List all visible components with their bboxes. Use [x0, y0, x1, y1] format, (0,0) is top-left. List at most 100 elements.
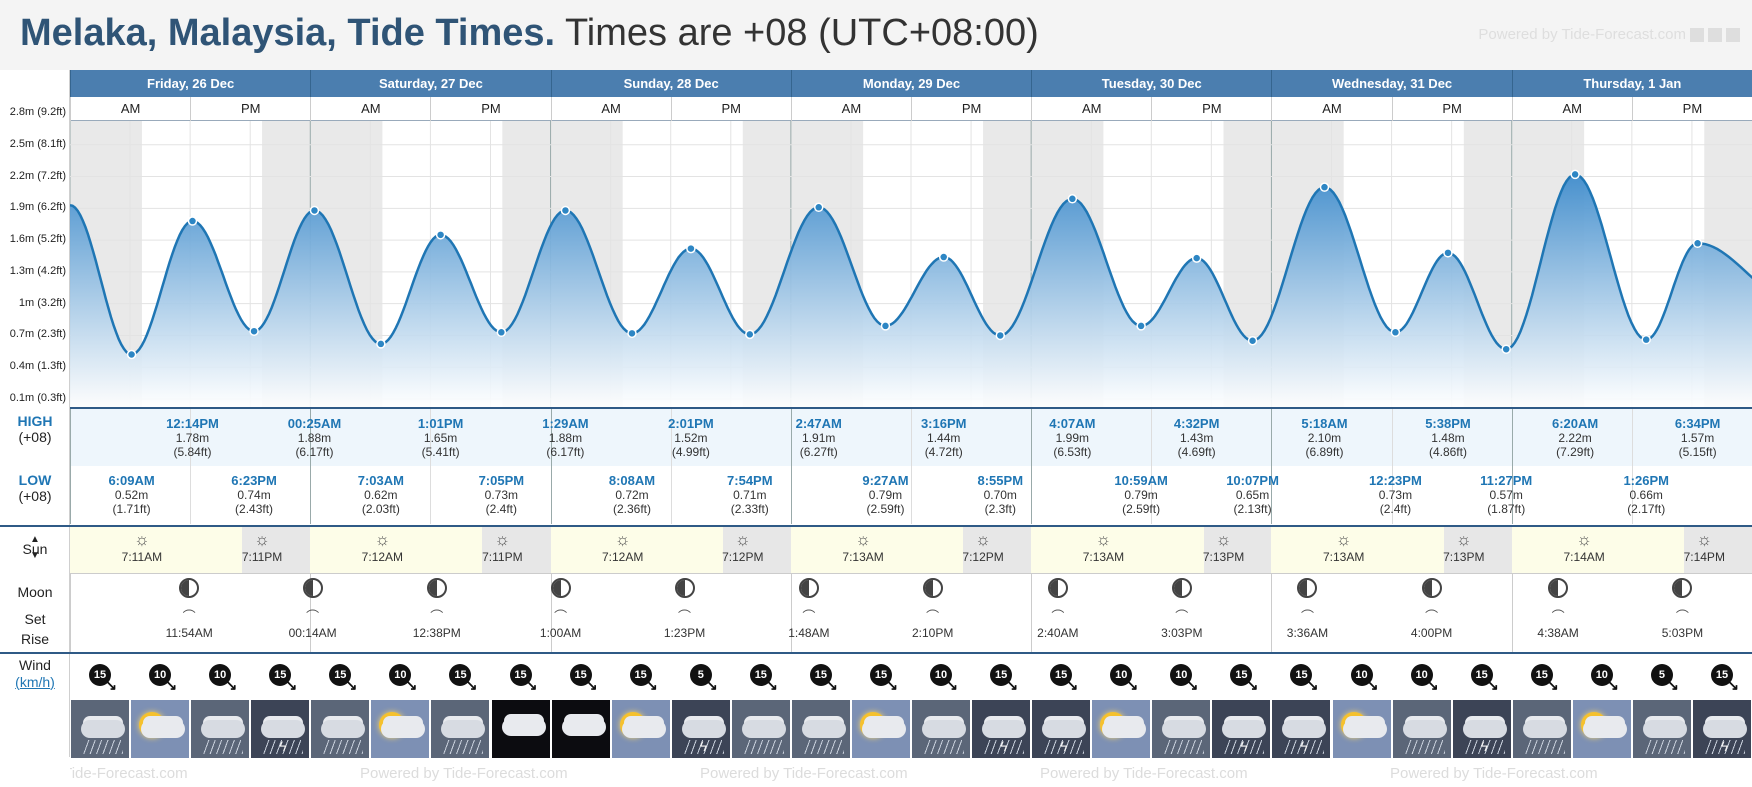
- high-tide-time: 2:01PM: [668, 416, 714, 431]
- day-header[interactable]: Saturday, 27 Dec: [310, 70, 550, 97]
- rain-shape: [1044, 740, 1085, 754]
- tide-point[interactable]: [627, 328, 637, 339]
- wind-badge: 15 ↘: [509, 664, 538, 692]
- wind-arrow-icon: ↘: [946, 677, 959, 693]
- cloud-shape: [261, 720, 306, 738]
- tide-point[interactable]: [560, 205, 571, 216]
- wind-badge: 10 ↘: [389, 664, 417, 692]
- tide-point[interactable]: [1191, 253, 1202, 263]
- high-tide-feet: (4.86ft): [1428, 445, 1467, 459]
- low-tz-text: (+08): [18, 488, 52, 504]
- cell-divider: [190, 466, 192, 524]
- high-tide-time: 2:47AM: [795, 416, 842, 431]
- tide-point[interactable]: [126, 349, 137, 360]
- tide-point[interactable]: [995, 330, 1006, 341]
- moon-event: ⌒ 00:14AM: [278, 578, 348, 640]
- day-header[interactable]: Wednesday, 31 Dec: [1271, 70, 1511, 97]
- high-tz-text: (+08): [18, 429, 52, 445]
- y-axis-tick: 1.6m (5.2ft): [9, 233, 66, 246]
- low-tide-feet: (2.4ft): [485, 502, 518, 516]
- wind-badge: 15 ↘: [1290, 664, 1318, 692]
- sun-label-text: Sun: [22, 541, 48, 557]
- tide-point[interactable]: [1641, 334, 1651, 345]
- day-header[interactable]: Monday, 29 Dec: [790, 70, 1031, 97]
- sunset-icon: ☼: [254, 530, 270, 549]
- wind-badge: 15 ↘: [749, 664, 778, 692]
- cloud-shape: [922, 720, 966, 738]
- sunrise-icon: ☼: [614, 530, 631, 549]
- tide-point[interactable]: [1501, 344, 1511, 354]
- tide-point[interactable]: [1247, 335, 1258, 346]
- sunset-icon: ☼: [735, 530, 751, 549]
- tide-point[interactable]: [880, 321, 891, 331]
- wind-unit-link[interactable]: (km/h): [15, 674, 55, 690]
- y-axis-tick: 0.1m (0.3ft): [9, 392, 66, 404]
- tide-point[interactable]: [686, 243, 696, 254]
- low-tide-time: 8:08AM: [608, 473, 656, 488]
- cell-divider: [1631, 409, 1633, 466]
- lightning-shape: ϟ: [1060, 738, 1068, 754]
- tide-point[interactable]: [745, 329, 755, 340]
- cloud-shape: [681, 720, 726, 738]
- wind-arrow-icon: ↘: [165, 677, 178, 693]
- tide-point[interactable]: [309, 205, 320, 216]
- weather-sun-cloud-icon: [1332, 700, 1391, 758]
- wind-arrow-icon: ↘: [105, 677, 118, 693]
- low-tide-meters: 0.71m: [733, 488, 767, 502]
- moon-event: ⌒ 11:54AM: [154, 578, 224, 640]
- weather-rain-icon: [1392, 700, 1451, 758]
- cloud-shape: [201, 720, 246, 738]
- low-tide-feet: (2.43ft): [235, 502, 274, 516]
- moonrise-icon: ⌒: [1675, 609, 1689, 624]
- tide-point[interactable]: [376, 339, 386, 349]
- low-tide-time: 8:55PM: [977, 473, 1024, 488]
- tide-point[interactable]: [1692, 238, 1703, 249]
- tide-point[interactable]: [813, 202, 824, 213]
- tide-point[interactable]: [1570, 169, 1580, 180]
- day-header[interactable]: Thursday, 1 Jan: [1511, 70, 1752, 97]
- tide-point[interactable]: [1319, 182, 1330, 192]
- wind-badge: 10 ↘: [930, 664, 958, 692]
- day-header[interactable]: Sunday, 28 Dec: [550, 70, 791, 97]
- tide-point[interactable]: [1136, 321, 1146, 331]
- cloud-shape: [501, 718, 546, 736]
- tide-point[interactable]: [1443, 248, 1453, 258]
- tide-point[interactable]: [435, 230, 446, 240]
- weather-storm-icon: ϟ: [671, 700, 730, 758]
- powered-by-watermark[interactable]: Powered by Tide-Forecast.com: [1478, 26, 1740, 43]
- cell-divider: [550, 409, 552, 466]
- tide-point[interactable]: [496, 327, 507, 338]
- cell-divider: [310, 409, 312, 466]
- rain-shape: [1284, 740, 1325, 754]
- tide-point[interactable]: [187, 216, 198, 226]
- day-header[interactable]: Friday, 26 Dec: [70, 70, 310, 97]
- night-cell: [1443, 527, 1512, 573]
- high-tide: 5:18AM 2.10m (6.89ft): [1284, 417, 1364, 460]
- wind-badge: 15 ↘: [809, 664, 838, 692]
- cell-divider: [911, 409, 912, 466]
- high-tide-meters: 1.48m: [1431, 431, 1465, 445]
- wind-arrow-icon: ↘: [1547, 677, 1559, 693]
- sunset-icon: ☼: [1215, 530, 1232, 549]
- tide-point[interactable]: [1390, 327, 1401, 338]
- moon-phase-icon: [550, 578, 571, 598]
- low-tide-time: 9:27AM: [862, 473, 909, 488]
- high-tide-feet: (6.89ft): [1305, 445, 1344, 459]
- high-tide-time: 1:29AM: [542, 416, 589, 431]
- tide-point[interactable]: [1067, 194, 1078, 204]
- low-tide-meters: 0.73m: [1378, 488, 1413, 502]
- night-cell: [1203, 527, 1272, 573]
- high-tide-feet: (4.69ft): [1177, 445, 1216, 459]
- cloud-shape: [1582, 720, 1627, 738]
- cell-divider: [1511, 466, 1513, 524]
- low-tide: 6:09AM 0.52m (1.71ft): [92, 474, 172, 517]
- day-header[interactable]: Tuesday, 30 Dec: [1031, 70, 1271, 97]
- low-tide: 6:23PM 0.74m (2.43ft): [214, 474, 294, 517]
- y-axis-tick: 0.4m (1.3ft): [9, 360, 66, 373]
- cloud-shape: [1642, 720, 1687, 738]
- moon-phase-icon: [1548, 578, 1569, 598]
- tide-point[interactable]: [938, 252, 949, 262]
- tide-point[interactable]: [249, 326, 259, 336]
- moon-event-time: 3:03PM: [1161, 626, 1203, 640]
- sunrise-icon: ☼: [1576, 530, 1592, 549]
